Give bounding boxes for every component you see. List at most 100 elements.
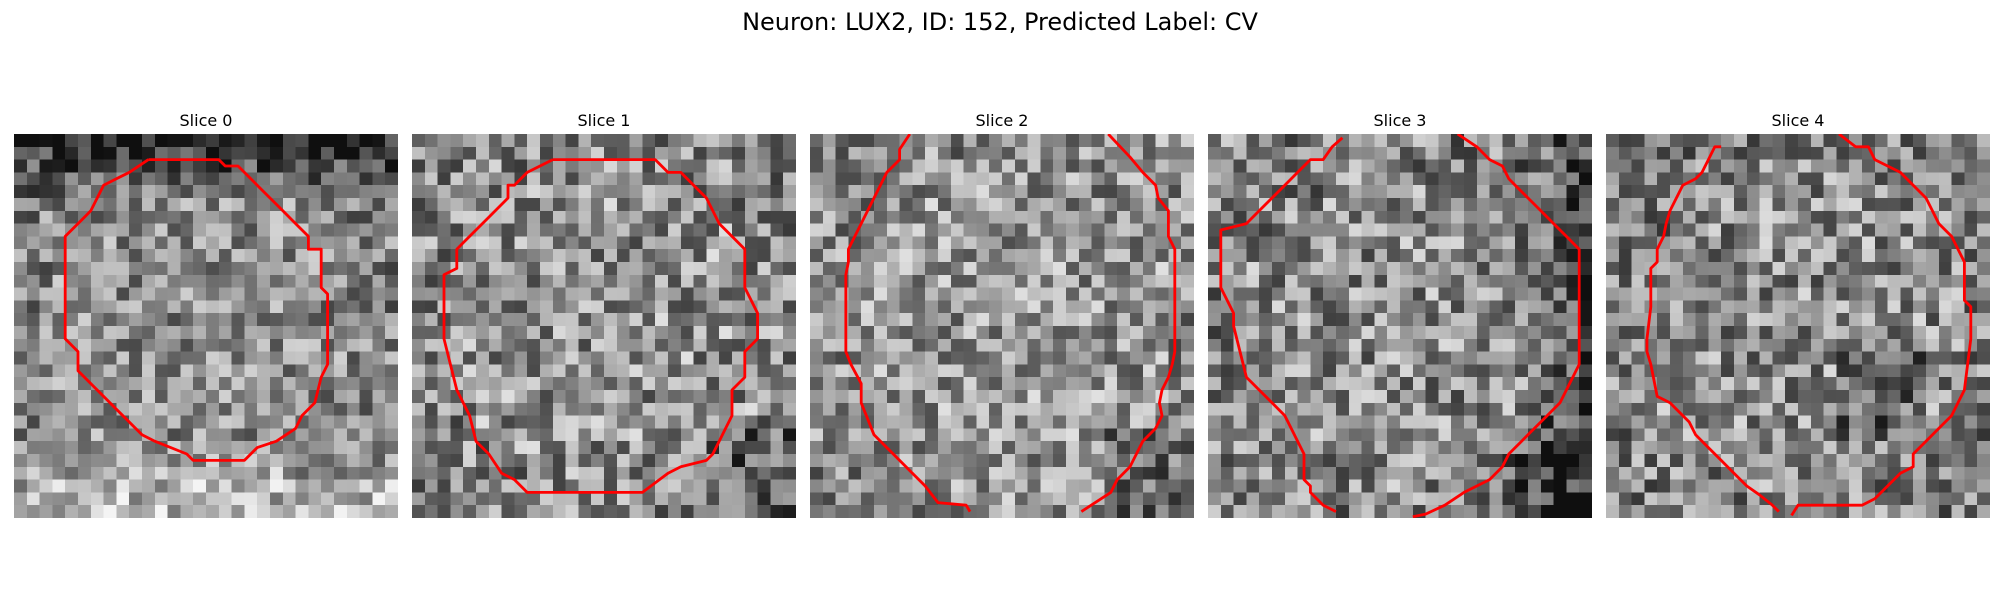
pixel-cell (244, 505, 258, 518)
pixel-cell (1734, 172, 1748, 186)
pixel-cell (1284, 313, 1298, 327)
pixel-cell (1348, 454, 1362, 468)
pixel-cell (476, 300, 490, 314)
pixel-cell (835, 492, 849, 506)
pixel-cell (1836, 338, 1850, 352)
pixel-cell (1721, 415, 1735, 429)
pixel-cell (1900, 454, 1914, 468)
pixel-cell (527, 262, 541, 276)
pixel-cell (1181, 441, 1194, 455)
pixel-cell (1810, 390, 1824, 404)
pixel-cell (1810, 479, 1824, 493)
pixel-cell (1682, 287, 1696, 301)
pixel-cell (193, 134, 207, 148)
pixel-cell (540, 364, 554, 378)
pixel-cell (103, 492, 117, 506)
pixel-cell (282, 441, 296, 455)
pixel-cell (1579, 351, 1592, 365)
pixel-cell (129, 313, 143, 327)
pixel-cell (925, 402, 939, 416)
pixel-cell (1181, 415, 1194, 429)
pixel-cell (1785, 134, 1799, 148)
pixel-cell (1810, 249, 1824, 263)
pixel-cell (732, 492, 746, 506)
pixel-cell (1964, 505, 1978, 518)
pixel-cell (1670, 172, 1684, 186)
pixel-cell (180, 479, 194, 493)
pixel-cell (1310, 415, 1324, 429)
pixel-cell (1297, 441, 1311, 455)
pixel-cell (874, 466, 888, 480)
pixel-cell (1387, 236, 1401, 250)
pixel-cell (886, 274, 900, 288)
pixel-cell (372, 351, 386, 365)
pixel-cell (1323, 210, 1337, 224)
pixel-cell (1438, 364, 1452, 378)
pixel-cell (1155, 505, 1169, 518)
pixel-cell (270, 441, 284, 455)
pixel-cell (1117, 198, 1131, 212)
pixel-cell (1066, 210, 1080, 224)
pixel-cell (26, 287, 40, 301)
pixel-cell (938, 402, 952, 416)
pixel-cell (591, 505, 605, 518)
pixel-cell (1579, 364, 1592, 378)
pixel-cell (668, 223, 682, 237)
pixel-cell (963, 351, 977, 365)
pixel-cell (1926, 415, 1940, 429)
pixel-cell (1310, 505, 1324, 518)
pixel-cell (1849, 454, 1863, 468)
pixel-cell (1066, 492, 1080, 506)
pixel-cell (1142, 236, 1156, 250)
pixel-cell (732, 364, 746, 378)
pixel-cell (476, 146, 490, 160)
pixel-cell (385, 287, 398, 301)
pixel-cell (90, 172, 104, 186)
pixel-cell (1606, 159, 1620, 173)
pixel-cell (719, 441, 733, 455)
pixel-cell (476, 402, 490, 416)
pixel-cell (501, 236, 515, 250)
pixel-cell (270, 402, 284, 416)
pixel-cell (1682, 326, 1696, 340)
pixel-cell (1926, 505, 1940, 518)
pixel-cell (540, 134, 554, 148)
pixel-cell (912, 223, 926, 237)
pixel-cell (1155, 338, 1169, 352)
pixel-cell (180, 223, 194, 237)
pixel-cell (1606, 236, 1620, 250)
pixel-cell (1579, 287, 1592, 301)
pixel-cell (1310, 262, 1324, 276)
pixel-cell (1695, 479, 1709, 493)
pixel-cell (1721, 172, 1735, 186)
pixel-cell (565, 146, 579, 160)
pixel-cell (527, 236, 541, 250)
pixel-cell (437, 441, 451, 455)
pixel-cell (1027, 402, 1041, 416)
pixel-cell (1002, 262, 1016, 276)
pixel-cell (810, 377, 824, 391)
pixel-cell (1233, 479, 1247, 493)
pixel-cell (1874, 146, 1888, 160)
pixel-cell (719, 210, 733, 224)
pixel-cell (757, 198, 771, 212)
pixel-cell (1451, 441, 1465, 455)
pixel-cell (1528, 377, 1542, 391)
pixel-cell (1027, 326, 1041, 340)
pixel-cell (514, 415, 528, 429)
pixel-cell (1528, 274, 1542, 288)
pixel-cell (668, 134, 682, 148)
pixel-cell (1489, 479, 1503, 493)
pixel-cell (1926, 313, 1940, 327)
pixel-cell (334, 338, 348, 352)
pixel-cell (950, 249, 964, 263)
pixel-cell (282, 454, 296, 468)
pixel-cell (680, 236, 694, 250)
pixel-cell (963, 338, 977, 352)
pixel-cell (1438, 479, 1452, 493)
pixel-cell (616, 326, 630, 340)
pixel-cell (1695, 505, 1709, 518)
pixel-cell (1361, 300, 1375, 314)
pixel-cell (1682, 146, 1696, 160)
pixel-cell (1002, 390, 1016, 404)
